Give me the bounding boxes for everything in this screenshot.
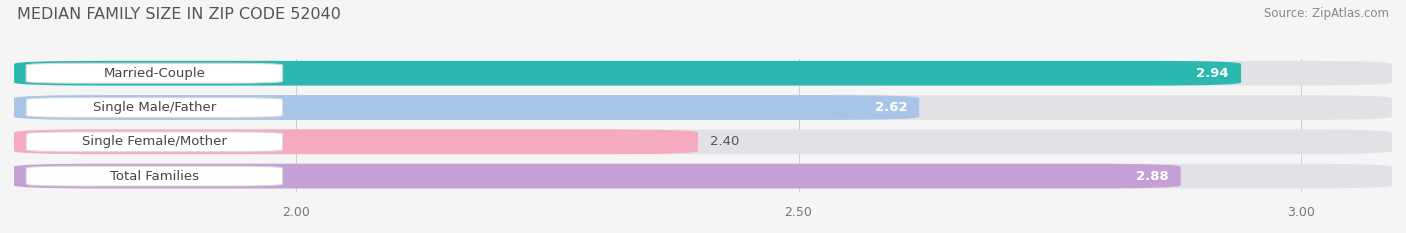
Text: MEDIAN FAMILY SIZE IN ZIP CODE 52040: MEDIAN FAMILY SIZE IN ZIP CODE 52040 (17, 7, 340, 22)
Text: Single Male/Father: Single Male/Father (93, 101, 217, 114)
FancyBboxPatch shape (27, 63, 283, 83)
FancyBboxPatch shape (27, 132, 283, 152)
FancyBboxPatch shape (27, 166, 283, 186)
FancyBboxPatch shape (14, 164, 1392, 188)
FancyBboxPatch shape (14, 95, 1392, 120)
Text: 2.94: 2.94 (1197, 67, 1229, 80)
FancyBboxPatch shape (14, 130, 1392, 154)
FancyBboxPatch shape (14, 61, 1241, 86)
FancyBboxPatch shape (27, 98, 283, 117)
Text: 2.40: 2.40 (710, 135, 740, 148)
FancyBboxPatch shape (14, 164, 1181, 188)
FancyBboxPatch shape (14, 95, 920, 120)
Text: Married-Couple: Married-Couple (104, 67, 205, 80)
Text: 2.88: 2.88 (1136, 170, 1168, 183)
FancyBboxPatch shape (14, 61, 1392, 86)
Text: 2.62: 2.62 (875, 101, 907, 114)
Text: Source: ZipAtlas.com: Source: ZipAtlas.com (1264, 7, 1389, 20)
FancyBboxPatch shape (14, 130, 697, 154)
Text: Single Female/Mother: Single Female/Mother (82, 135, 226, 148)
Text: Total Families: Total Families (110, 170, 198, 183)
